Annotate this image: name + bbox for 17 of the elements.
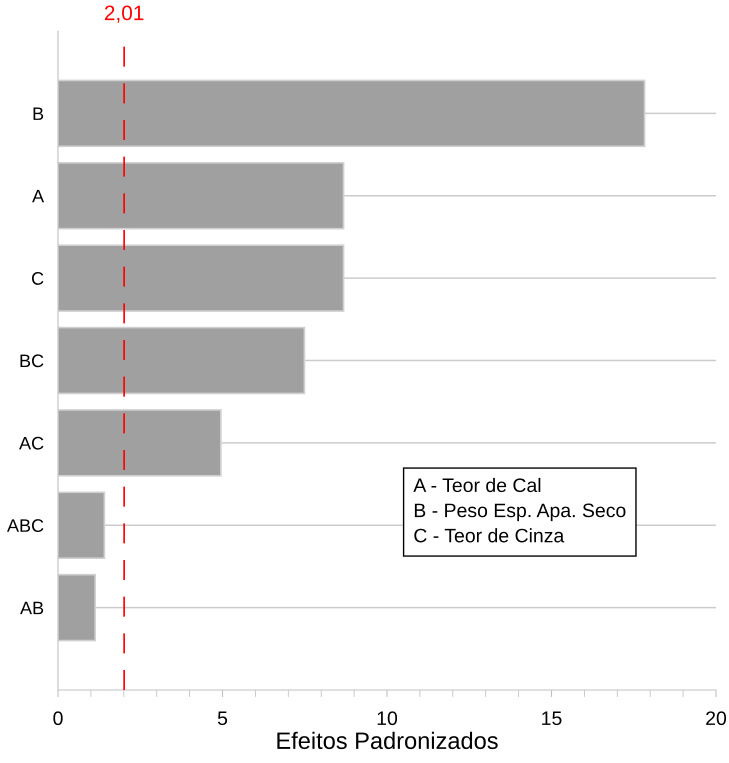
y-tick-label: AC — [19, 436, 44, 450]
x-tick-label: 15 — [542, 712, 562, 726]
x-tick-label: 20 — [706, 711, 726, 726]
x-tick-label: 0 — [53, 711, 63, 726]
y-tick-label: A — [32, 190, 44, 202]
x-tick-label: 5 — [218, 712, 228, 726]
x-axis-title: Efeitos Padronizados — [277, 732, 498, 750]
y-tick-label: B — [34, 107, 44, 120]
y-tick-label: BC — [20, 354, 44, 368]
y-tick-label: C — [32, 272, 44, 285]
y-tick-label: AB — [20, 602, 44, 614]
annotation: A - Teor de Cal — [413, 478, 540, 492]
annotation: B - Peso Esp. Apa. Seco — [414, 504, 626, 522]
annotation: C - Teor de Cinza — [414, 528, 564, 542]
x-tick-label: 10 — [378, 711, 398, 726]
y-tick-label: ABC — [7, 519, 44, 532]
ref-line-label: 2,01 — [104, 6, 144, 23]
